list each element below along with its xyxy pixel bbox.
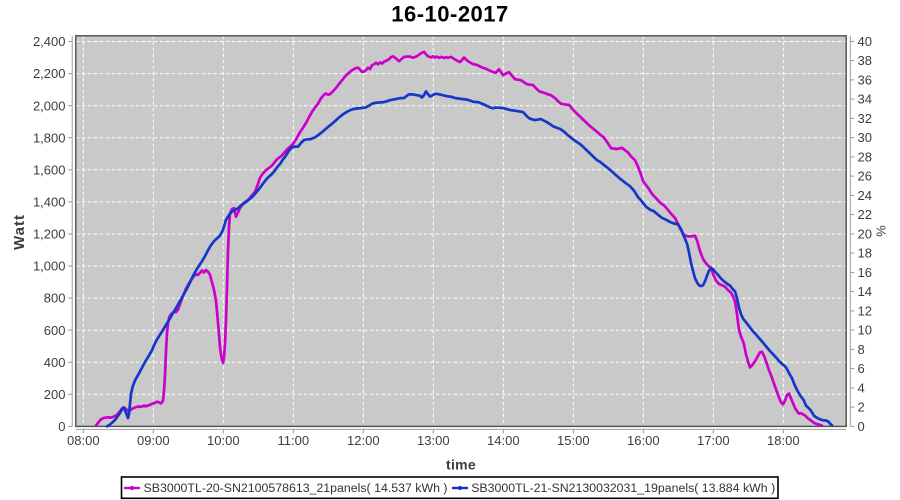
svg-text:400: 400	[44, 355, 66, 370]
svg-text:32: 32	[858, 111, 872, 126]
svg-text:18:00: 18:00	[767, 433, 800, 448]
svg-text:800: 800	[44, 291, 66, 306]
svg-text:30: 30	[858, 130, 872, 145]
svg-text:1,000: 1,000	[33, 259, 66, 274]
svg-text:36: 36	[858, 73, 872, 88]
svg-text:1,600: 1,600	[33, 162, 66, 177]
svg-text:time: time	[446, 457, 476, 473]
svg-text:6: 6	[858, 361, 865, 376]
svg-text:12:00: 12:00	[347, 433, 380, 448]
svg-text:2,200: 2,200	[33, 66, 66, 81]
svg-text:2,000: 2,000	[33, 98, 66, 113]
svg-text:2: 2	[858, 400, 865, 415]
svg-text:24: 24	[858, 188, 872, 203]
svg-text:16:00: 16:00	[627, 433, 660, 448]
svg-text:600: 600	[44, 323, 66, 338]
svg-text:17:00: 17:00	[697, 433, 730, 448]
svg-text:34: 34	[858, 92, 872, 107]
svg-text:10: 10	[858, 323, 872, 338]
svg-text:0: 0	[858, 419, 865, 434]
svg-text:14: 14	[858, 284, 872, 299]
svg-text:1,200: 1,200	[33, 227, 66, 242]
svg-text:28: 28	[858, 150, 872, 165]
svg-text:16-10-2017: 16-10-2017	[391, 2, 509, 27]
svg-text:1,400: 1,400	[33, 195, 66, 210]
svg-text:40: 40	[858, 34, 872, 49]
svg-text:14:00: 14:00	[487, 433, 520, 448]
svg-text:SB3000TL-20-SN2100578613_21pan: SB3000TL-20-SN2100578613_21panels( 14.53…	[144, 481, 448, 495]
svg-text:13:00: 13:00	[417, 433, 450, 448]
svg-text:22: 22	[858, 207, 872, 222]
svg-text:12: 12	[858, 304, 872, 319]
svg-text:%: %	[874, 225, 889, 237]
svg-text:18: 18	[858, 246, 872, 261]
svg-text:8: 8	[858, 342, 865, 357]
svg-text:11:00: 11:00	[278, 433, 310, 448]
svg-text:0: 0	[58, 419, 65, 434]
svg-text:15:00: 15:00	[557, 433, 590, 448]
svg-text:16: 16	[858, 265, 872, 280]
svg-text:08:00: 08:00	[67, 433, 100, 448]
svg-text:1,800: 1,800	[33, 130, 66, 145]
svg-text:4: 4	[858, 381, 865, 396]
svg-text:200: 200	[44, 387, 66, 402]
svg-text:26: 26	[858, 169, 872, 184]
svg-text:10:00: 10:00	[207, 433, 240, 448]
svg-text:38: 38	[858, 53, 872, 68]
svg-text:SB3000TL-21-SN2130032031_19pan: SB3000TL-21-SN2130032031_19panels( 13.88…	[471, 481, 775, 495]
svg-text:Watt: Watt	[11, 214, 28, 250]
svg-text:2,400: 2,400	[33, 34, 66, 49]
svg-text:09:00: 09:00	[137, 433, 170, 448]
svg-text:20: 20	[858, 227, 872, 242]
